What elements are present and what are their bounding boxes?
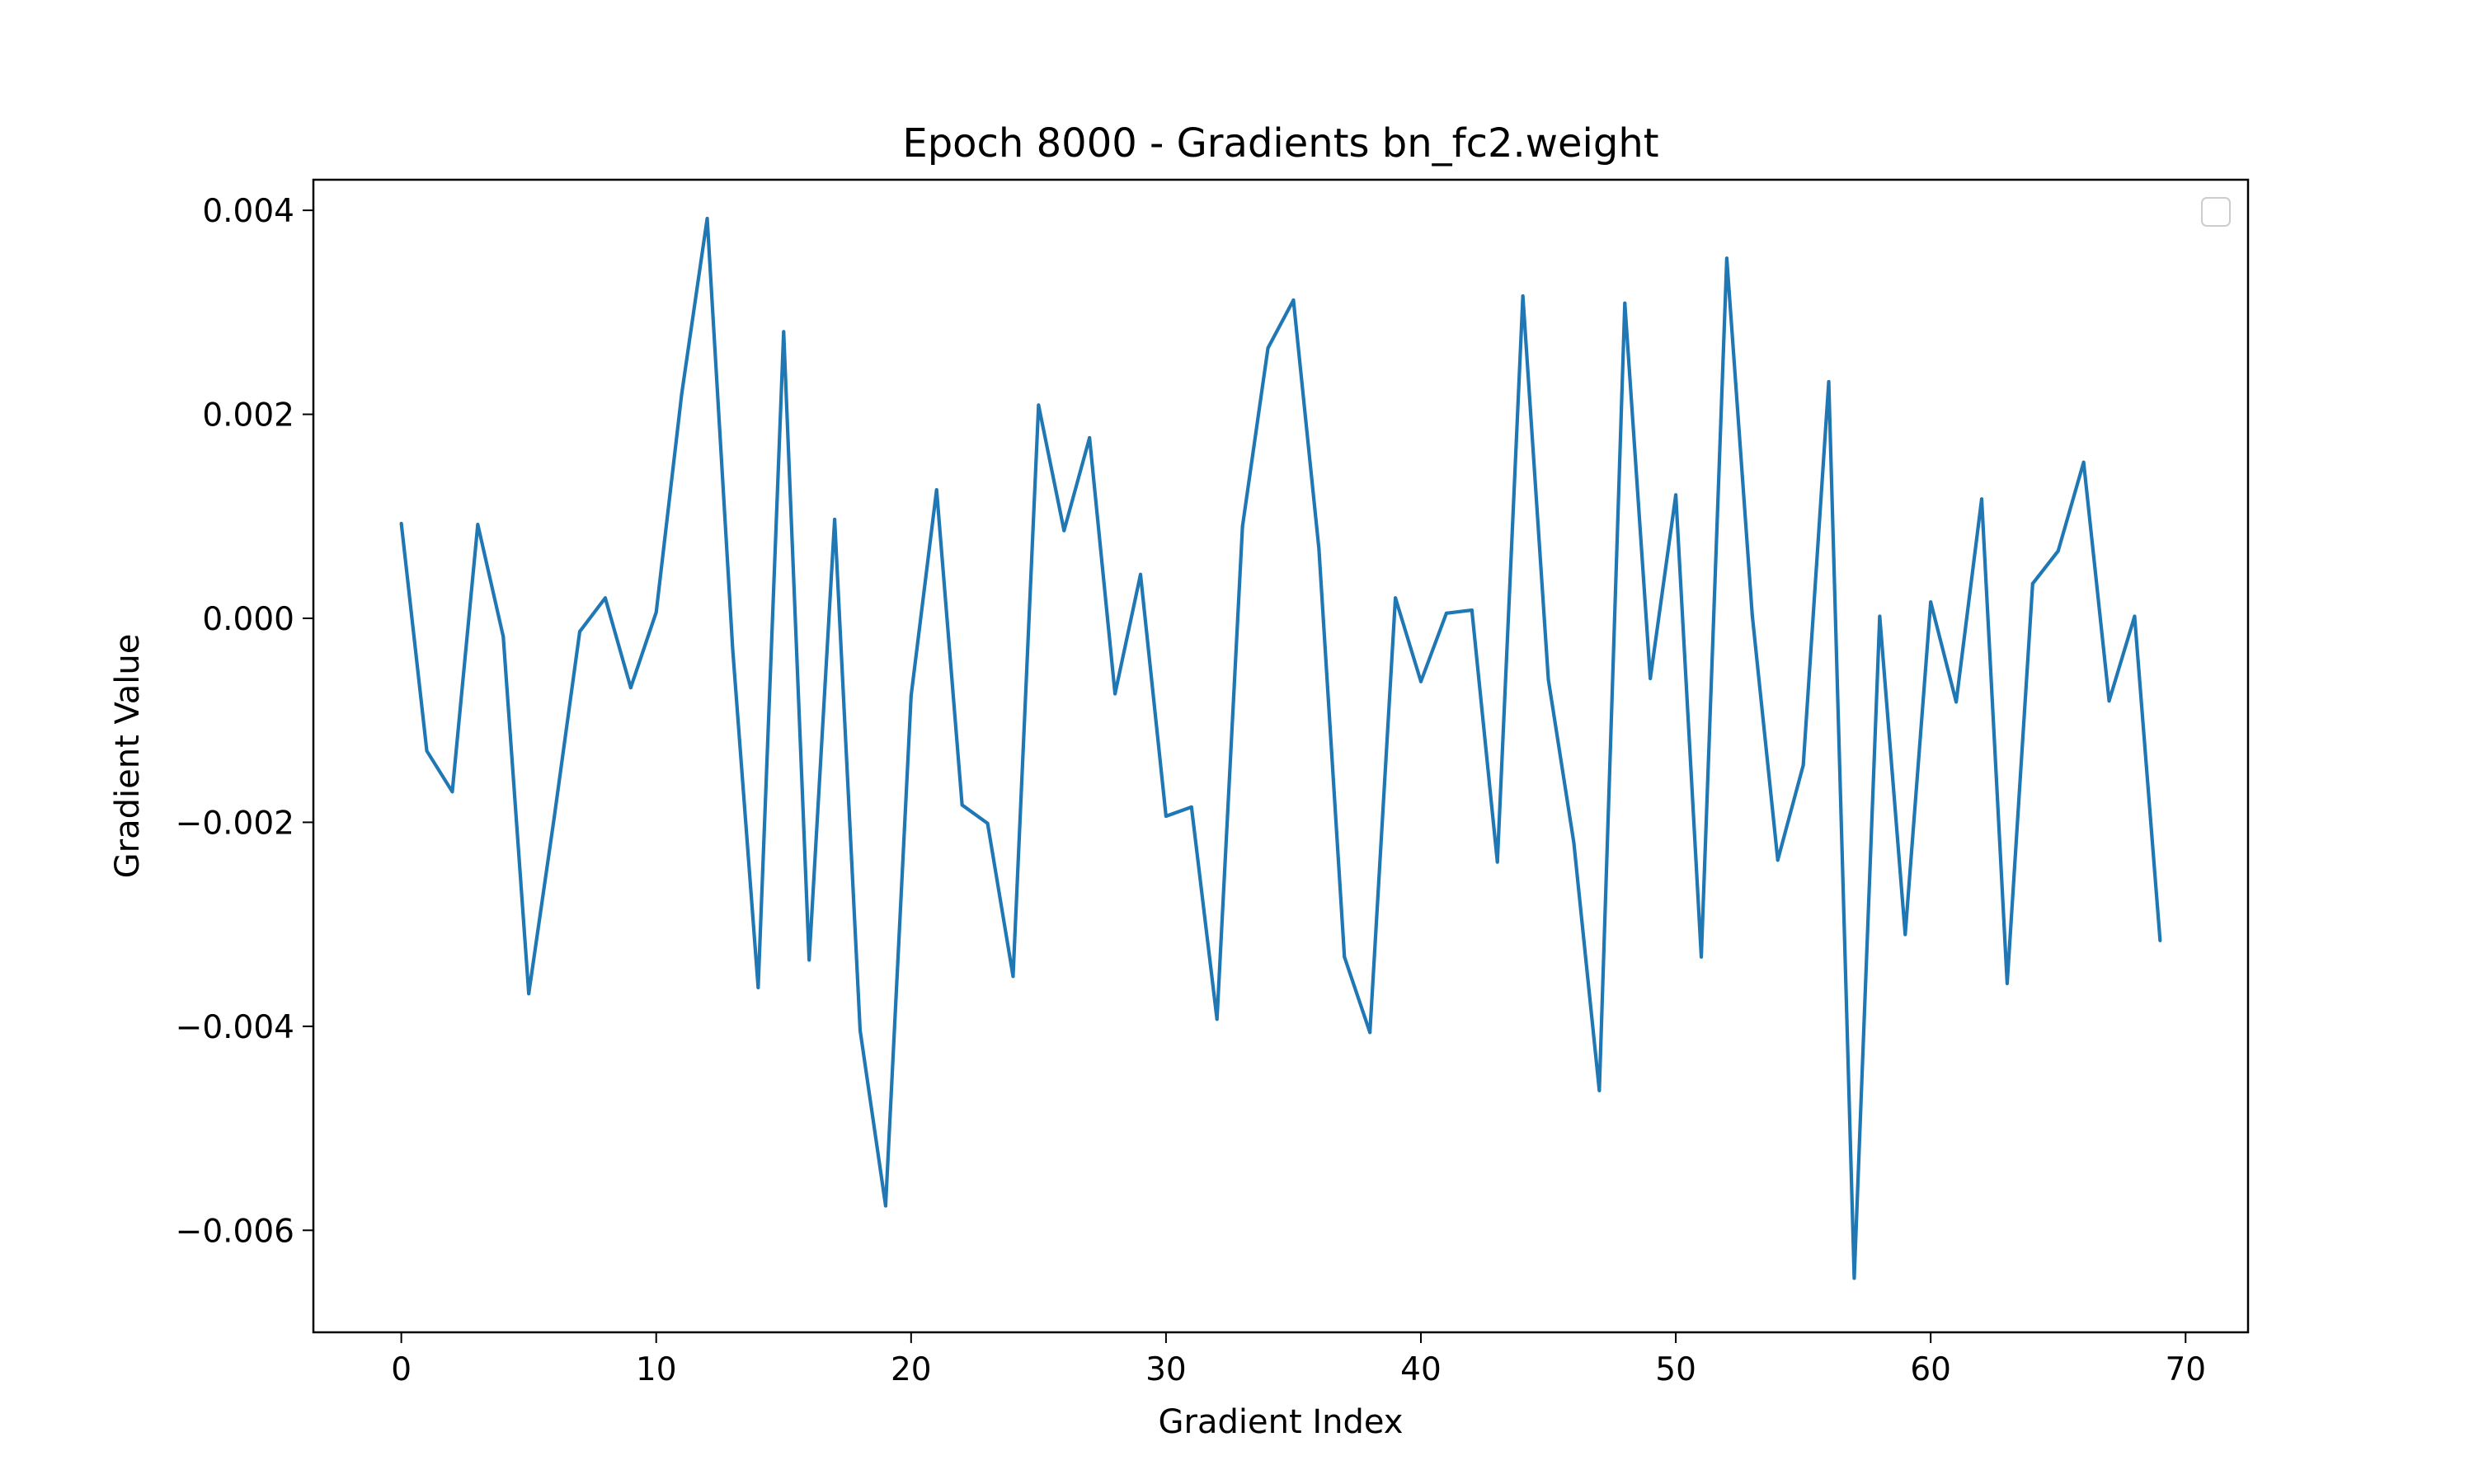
- data-point: [985, 821, 990, 825]
- data-point: [1572, 841, 1576, 845]
- x-tick-label: 0: [391, 1351, 412, 1388]
- data-point: [1700, 955, 1703, 959]
- x-tick-label: 50: [1655, 1351, 1696, 1388]
- data-point: [1266, 346, 1270, 350]
- data-point: [909, 694, 913, 698]
- data-point: [2158, 938, 2162, 942]
- data-point: [934, 488, 938, 492]
- data-point: [1470, 608, 1474, 613]
- chart-title: Epoch 8000 - Gradients bn_fc2.weight: [902, 120, 1658, 167]
- data-point: [1291, 298, 1296, 302]
- data-point: [1827, 379, 1831, 383]
- y-tick-label: 0.000: [202, 601, 294, 638]
- data-point: [1088, 436, 1092, 439]
- data-point: [1521, 294, 1525, 298]
- x-axis-label: Gradient Index: [1159, 1403, 1404, 1441]
- y-axis-ticks: 0.004 0.002 0.000 −0.002 −0.004 −0.006: [176, 193, 313, 1250]
- y-axis-label: Gradient Value: [109, 634, 147, 879]
- data-point: [2056, 549, 2060, 553]
- data-point: [501, 635, 506, 639]
- data-point: [1343, 955, 1347, 959]
- data-point: [553, 815, 557, 819]
- y-tick-label: −0.002: [176, 805, 294, 842]
- data-point: [1929, 600, 1933, 604]
- data-point: [450, 790, 454, 794]
- data-point: [628, 686, 633, 690]
- data-point: [2005, 981, 2009, 985]
- data-point: [1750, 613, 1754, 618]
- data-point: [1903, 932, 1907, 937]
- data-point: [1164, 814, 1168, 818]
- data-point: [1674, 493, 1678, 497]
- x-tick-label: 40: [1400, 1351, 1442, 1388]
- data-point: [1495, 860, 1499, 864]
- data-point: [1317, 547, 1321, 551]
- data-point: [1011, 974, 1015, 979]
- x-tick-label: 10: [636, 1351, 677, 1388]
- x-tick-label: 70: [2165, 1351, 2206, 1388]
- data-point: [756, 985, 760, 989]
- data-point: [1597, 1088, 1602, 1092]
- data-point: [782, 330, 786, 334]
- y-tick-label: −0.004: [176, 1009, 294, 1046]
- data-point: [476, 523, 480, 527]
- data-point: [1801, 763, 1805, 768]
- x-tick-label: 30: [1145, 1351, 1187, 1388]
- data-point: [883, 1204, 887, 1208]
- y-tick-label: −0.006: [176, 1213, 294, 1250]
- data-point: [1368, 1031, 1372, 1035]
- data-point: [1852, 1276, 1856, 1280]
- data-point: [833, 517, 837, 521]
- plot-frame: [312, 178, 2250, 1334]
- data-point: [2030, 581, 2034, 585]
- data-point: [1189, 805, 1193, 809]
- x-tick-label: 60: [1910, 1351, 1951, 1388]
- data-point: [1419, 679, 1423, 683]
- data-point: [1215, 1017, 1219, 1021]
- data-point: [2107, 699, 2111, 703]
- legend-box: [2201, 197, 2231, 227]
- data-point: [1240, 524, 1244, 528]
- x-axis-ticks: 0 10 20 30 40 50 60 70: [391, 1332, 2206, 1388]
- data-point: [1954, 700, 1959, 704]
- data-point: [1546, 678, 1550, 682]
- data-point: [425, 749, 429, 753]
- data-point: [1623, 301, 1627, 305]
- series-line: [399, 216, 2162, 1280]
- data-point: [680, 392, 684, 396]
- data-point: [527, 992, 531, 996]
- data-point: [705, 217, 709, 221]
- data-point: [1980, 497, 1983, 501]
- data-point: [603, 596, 607, 600]
- data-point: [1444, 611, 1448, 615]
- data-point: [960, 803, 964, 807]
- data-point: [2133, 614, 2137, 618]
- data-point: [807, 958, 811, 962]
- data-point: [578, 630, 581, 634]
- data-point: [1113, 692, 1117, 696]
- data-points: [399, 217, 2162, 1280]
- x-tick-label: 20: [891, 1351, 932, 1388]
- y-tick-label: 0.002: [202, 397, 294, 434]
- data-point: [1037, 403, 1041, 407]
- plot-area: [313, 180, 2248, 1332]
- y-tick-label: 0.004: [202, 193, 294, 230]
- data-point: [399, 521, 403, 525]
- data-point: [1724, 256, 1729, 261]
- data-point: [731, 647, 735, 651]
- data-point: [1062, 528, 1066, 533]
- data-point: [1649, 676, 1653, 680]
- data-point: [1139, 572, 1142, 576]
- data-point: [1776, 858, 1780, 862]
- data-point: [858, 1028, 862, 1032]
- data-point: [2081, 460, 2086, 464]
- data-point: [654, 610, 658, 614]
- data-point: [1394, 596, 1398, 600]
- data-point: [1878, 614, 1882, 618]
